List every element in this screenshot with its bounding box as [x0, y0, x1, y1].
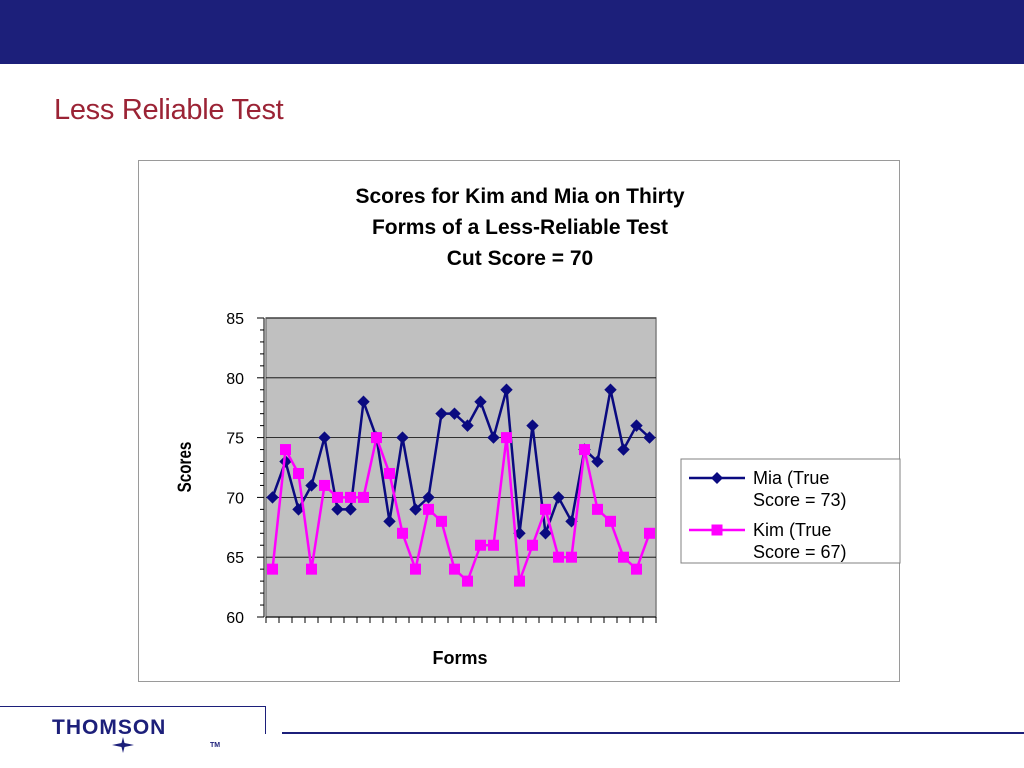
data-point-mia [305, 479, 318, 492]
data-point-kim [358, 491, 369, 503]
data-point-mia [357, 395, 370, 408]
data-point-kim [293, 467, 304, 479]
data-point-mia [500, 383, 513, 396]
data-point-mia [552, 491, 565, 504]
thomson-logo: THOMSON [52, 716, 167, 739]
data-point-kim [449, 563, 460, 575]
data-point-kim [306, 563, 317, 575]
data-point-mia [526, 419, 539, 432]
legend-label: Score = 73) [753, 490, 847, 510]
footer-divider [0, 706, 266, 707]
y-tick-label: 80 [226, 371, 244, 388]
data-point-mia [396, 431, 409, 444]
data-point-kim [423, 503, 434, 515]
header-bar [0, 0, 1024, 64]
data-point-kim [488, 539, 499, 551]
data-point-mia [344, 503, 357, 516]
data-point-mia [487, 431, 500, 444]
data-point-kim [371, 432, 382, 444]
legend-label: Score = 67) [753, 542, 847, 562]
data-point-mia [318, 431, 331, 444]
chart-title-line: Forms of a Less-Reliable Test [372, 216, 668, 239]
data-point-kim [566, 551, 577, 563]
data-point-mia [604, 383, 617, 396]
legend-label: Kim (True [753, 520, 831, 540]
chart-title-line: Scores for Kim and Mia on Thirty [355, 185, 684, 208]
data-point-mia [591, 455, 604, 468]
data-point-mia [435, 407, 448, 420]
data-point-kim [397, 527, 408, 539]
data-point-kim [475, 539, 486, 551]
data-point-mia [383, 515, 396, 528]
legend-marker-mia [711, 472, 723, 484]
data-point-mia [331, 503, 344, 516]
star-icon [112, 737, 134, 753]
data-point-kim [462, 575, 473, 587]
chart-title-line: Cut Score = 70 [447, 247, 593, 270]
data-point-kim [410, 563, 421, 575]
data-point-mia [422, 491, 435, 504]
trademark-mark: TM [210, 742, 221, 749]
data-point-kim [631, 563, 642, 575]
data-point-kim [280, 444, 291, 456]
data-point-mia [474, 395, 487, 408]
legend-label: Mia (True [753, 468, 829, 488]
data-point-kim [345, 491, 356, 503]
x-axis-label: Forms [432, 648, 487, 668]
data-point-kim [579, 444, 590, 456]
y-tick-label: 85 [226, 311, 244, 328]
y-tick-label: 75 [226, 431, 244, 448]
data-point-kim [618, 551, 629, 563]
data-point-mia [409, 503, 422, 516]
line-chart: Scores for Kim and Mia on Thirty Forms of… [173, 185, 901, 668]
data-point-kim [384, 467, 395, 479]
data-point-mia [643, 431, 656, 444]
y-axis-label: Scores [173, 442, 195, 493]
data-point-kim [592, 503, 603, 515]
data-point-mia [461, 419, 474, 432]
data-point-kim [332, 491, 343, 503]
footer-rule [282, 732, 1024, 734]
data-point-kim [527, 539, 538, 551]
data-point-kim [605, 515, 616, 527]
y-tick-label: 65 [226, 550, 244, 567]
data-point-mia [630, 419, 643, 432]
legend-marker-kim [711, 524, 723, 536]
footer-divider-notch [265, 706, 266, 734]
chart-frame: Scores for Kim and Mia on Thirty Forms of… [138, 160, 901, 682]
y-tick-label: 70 [226, 490, 244, 507]
data-point-kim [644, 527, 655, 539]
slide-title: Less Reliable Test [54, 94, 284, 126]
data-point-kim [501, 432, 512, 444]
data-point-mia [266, 491, 279, 504]
data-point-kim [436, 515, 447, 527]
data-point-mia [617, 443, 630, 456]
data-point-kim [267, 563, 278, 575]
data-point-mia [448, 407, 461, 420]
y-tick-label: 60 [226, 610, 244, 627]
data-point-kim [553, 551, 564, 563]
data-point-mia [539, 527, 552, 540]
data-point-kim [514, 575, 525, 587]
data-point-kim [319, 479, 330, 491]
data-point-kim [540, 503, 551, 515]
